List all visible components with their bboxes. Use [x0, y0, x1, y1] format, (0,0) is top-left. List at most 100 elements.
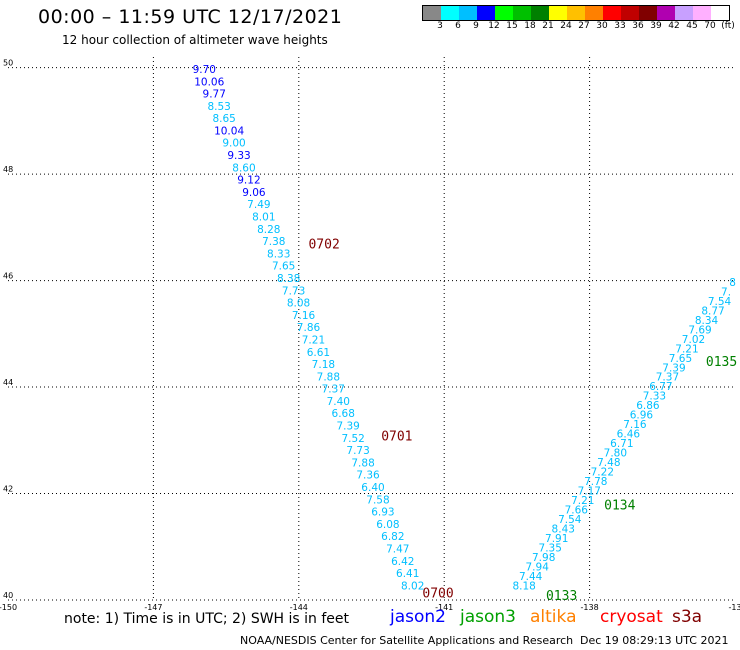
- wave-height-value: 6.68: [332, 408, 355, 420]
- color-scale: [422, 5, 730, 21]
- wave-height-value: 8.33: [267, 248, 290, 260]
- wave-height-value: 7.35: [539, 542, 562, 554]
- color-scale-label: 6: [455, 21, 461, 31]
- wave-height-value: 8.01: [252, 212, 275, 224]
- wave-height-value: 7.58: [366, 494, 389, 506]
- latitude-tick-label: 50: [3, 59, 13, 68]
- wave-height-value: 7.40: [327, 396, 350, 408]
- wave-height-value: 8: [729, 277, 736, 289]
- color-scale-label: 24: [560, 21, 572, 31]
- pass-time-label: 0133: [546, 589, 577, 604]
- wave-height-value: 7.39: [662, 362, 685, 374]
- color-scale-swatch: [477, 6, 495, 20]
- color-scale-swatch: [585, 6, 603, 20]
- color-scale-label: 30: [596, 21, 608, 31]
- wave-height-value: 8.38: [277, 273, 300, 285]
- footer-note: note: 1) Time is in UTC; 2) SWH is in fe…: [64, 611, 350, 627]
- wave-height-value: 7.38: [262, 236, 285, 248]
- color-scale-label: 9: [473, 21, 479, 31]
- longitude-tick-label: -141: [435, 603, 453, 612]
- wave-height-value: 7.18: [312, 359, 335, 371]
- wave-height-value: 7.37: [656, 372, 679, 384]
- pass-time-label: 0135: [706, 355, 737, 370]
- wave-height-value: 8.34: [695, 315, 719, 327]
- latitude-tick-label: 44: [3, 378, 13, 387]
- wave-height-value: 8.18: [512, 580, 535, 592]
- satellite-legend-item: jason2: [390, 607, 446, 627]
- color-scale-swatch: [621, 6, 639, 20]
- wave-height-value: 8.60: [232, 162, 255, 174]
- wave-height-value: 9.12: [237, 175, 260, 187]
- wave-height-value: 10.04: [214, 125, 244, 137]
- wave-height-value: 7.86: [297, 322, 321, 334]
- wave-height-value: 7.17: [578, 486, 601, 498]
- wave-height-value: 7.73: [346, 445, 369, 457]
- wave-height-value: 7.65: [669, 353, 692, 365]
- wave-height-value: 7.65: [272, 261, 295, 273]
- color-scale-swatch: [459, 6, 477, 20]
- color-scale-label: 21: [542, 21, 554, 31]
- color-scale-swatch: [513, 6, 531, 20]
- wave-height-value: 8.08: [287, 298, 310, 310]
- color-scale-unit: (ft): [721, 21, 735, 31]
- latitude-tick-label: 42: [3, 485, 13, 494]
- color-scale-swatch: [441, 6, 459, 20]
- wave-height-value: 7.54: [558, 514, 582, 526]
- wave-height-value: 6.61: [307, 347, 330, 359]
- pass-time-label: 0700: [422, 586, 453, 601]
- wave-height-value: 6.96: [630, 410, 654, 422]
- color-scale-label: 18: [524, 21, 536, 31]
- longitude-tick-label: -13: [728, 603, 740, 612]
- color-scale-swatch: [603, 6, 621, 20]
- wave-height-value: 7.33: [643, 391, 666, 403]
- pass-time-label: 0702: [308, 238, 339, 253]
- pass-time-label: 0134: [604, 499, 635, 514]
- wave-height-value: 7.78: [584, 476, 607, 488]
- wave-height-value: 7.39: [336, 421, 359, 433]
- wave-height-value: 9.77: [203, 89, 226, 101]
- wave-height-value: 6.46: [617, 429, 641, 441]
- color-scale-swatch: [567, 6, 585, 20]
- color-scale-swatch: [423, 6, 441, 20]
- color-scale-label: 12: [488, 21, 500, 31]
- latitude-tick-label: 48: [3, 165, 13, 174]
- map-subtitle: 12 hour collection of altimeter wave hei…: [62, 33, 328, 47]
- wave-height-value: 7.47: [386, 543, 409, 555]
- map-title: 00:00 – 11:59 UTC 12/17/2021: [38, 6, 343, 28]
- wave-height-value: 7.16: [292, 310, 316, 322]
- wave-height-value: 7.88: [317, 371, 340, 383]
- wave-height-value: 8.77: [701, 305, 724, 317]
- color-scale-label: 45: [686, 21, 698, 31]
- color-scale-label: 70: [704, 21, 716, 31]
- color-scale-swatch: [711, 6, 729, 20]
- color-scale-label: 39: [650, 21, 662, 31]
- color-scale-label: 15: [506, 21, 518, 31]
- wave-height-value: 6.71: [610, 438, 633, 450]
- wave-height-value: 8.53: [207, 101, 230, 113]
- wave-height-value: 6.08: [376, 519, 399, 531]
- wave-height-value: 7.21: [302, 334, 325, 346]
- wave-height-value: 7.98: [532, 552, 555, 564]
- generation-timestamp: Dec 19 08:29:13 UTC 2021: [580, 634, 729, 647]
- wave-height-value: 7.52: [341, 433, 364, 445]
- color-scale-swatch: [495, 6, 513, 20]
- wave-height-value: 7.37: [322, 384, 345, 396]
- wave-height-value: 8.65: [212, 113, 235, 125]
- satellite-legend-item: jason3: [460, 607, 516, 627]
- wave-height-value: 7.22: [591, 467, 614, 479]
- wave-height-value: 7.69: [688, 324, 711, 336]
- wave-height-value: 9.06: [242, 187, 266, 199]
- wave-height-value: 7.73: [282, 285, 305, 297]
- wave-height-value: 6.40: [361, 482, 384, 494]
- color-scale-swatch: [675, 6, 693, 20]
- longitude-tick-label: -138: [581, 603, 599, 612]
- wave-height-value: 7.44: [519, 571, 543, 583]
- wave-height-value: 7.49: [247, 199, 270, 211]
- wave-height-value: 8.28: [257, 224, 280, 236]
- latitude-tick-label: 40: [3, 591, 13, 600]
- color-scale-label: 42: [668, 21, 680, 31]
- credit-line: NOAA/NESDIS Center for Satellite Applica…: [240, 634, 574, 647]
- wave-height-value: 7.02: [682, 334, 705, 346]
- wave-height-value: 7.94: [526, 561, 550, 573]
